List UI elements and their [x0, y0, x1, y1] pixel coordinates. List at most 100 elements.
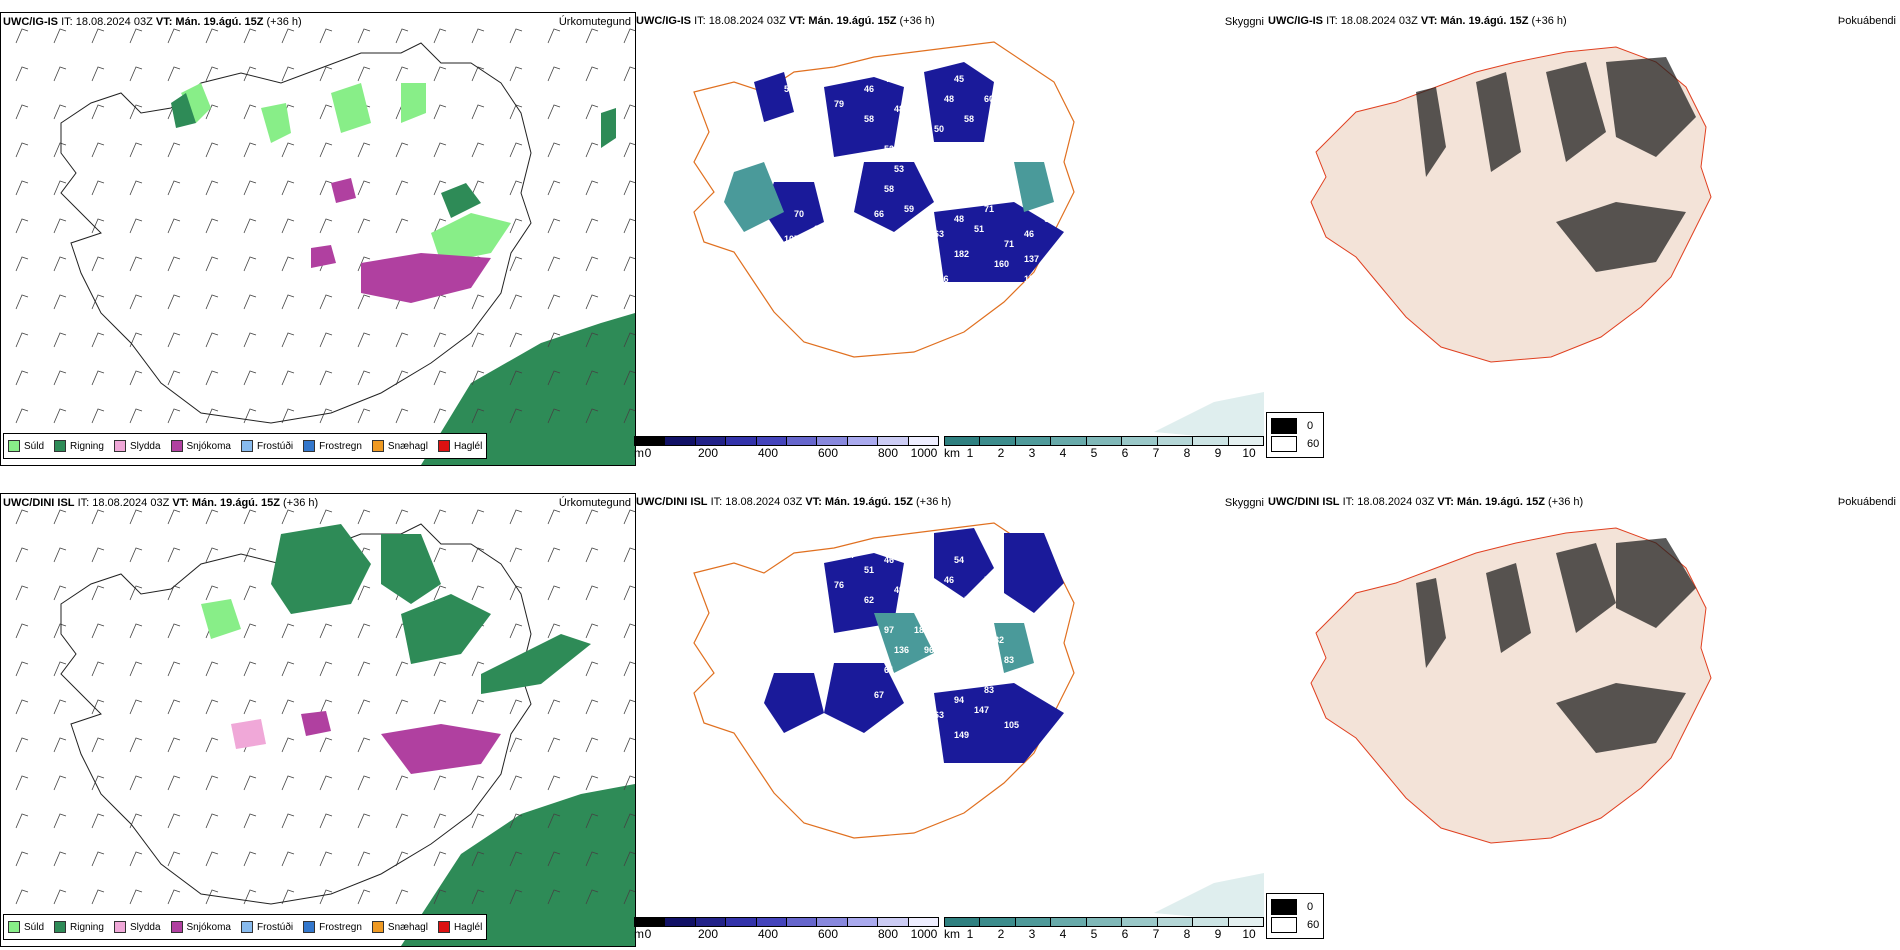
wind-barb — [471, 180, 485, 196]
wind-barb — [509, 699, 523, 715]
panel-header: UWC/DINI ISL IT: 18.08.2024 03Z VT: Mán.… — [636, 496, 952, 508]
wind-barb — [395, 218, 409, 234]
wind-barb — [547, 66, 561, 82]
vis-blobs-top — [724, 62, 1064, 282]
wind-barb — [53, 509, 67, 525]
wind-barb — [585, 408, 599, 424]
visibility-value-label: 46 — [944, 575, 954, 585]
wind-barb — [357, 180, 371, 196]
wind-barb — [167, 737, 181, 753]
wind-barb — [205, 737, 219, 753]
wind-barb — [319, 104, 333, 120]
wind-barb — [15, 28, 29, 44]
wind-barb — [471, 585, 485, 601]
wind-barb — [167, 699, 181, 715]
visibility-value-label: 48 — [944, 94, 954, 104]
wind-barb — [623, 889, 635, 905]
wind-barb — [205, 889, 219, 905]
wind-barb — [243, 408, 257, 424]
wind-barb — [623, 370, 635, 386]
wind-barb — [357, 813, 371, 829]
fog-panel-top: UWC/IG-IS IT: 18.08.2024 03Z VT: Mán. 19… — [1266, 12, 1900, 464]
wind-barb — [129, 699, 143, 715]
wind-barb — [53, 256, 67, 272]
wind-barb — [167, 218, 181, 234]
wind-barb — [243, 699, 257, 715]
panel-header: UWC/IG-IS IT: 18.08.2024 03Z VT: Mán. 19… — [1268, 15, 1567, 27]
wind-barb — [129, 737, 143, 753]
wind-barb — [433, 104, 447, 120]
wind-barb — [167, 661, 181, 677]
wind-barb — [585, 623, 599, 639]
wind-barb — [281, 813, 295, 829]
wind-barb — [281, 699, 295, 715]
visibility-value-label: 45 — [954, 74, 964, 84]
wind-barb — [357, 256, 371, 272]
wind-barb — [243, 332, 257, 348]
visibility-map-bottom: 57 33 54 51 46 76 62 49 54 59 46 58 40 97 189 136 96 61 67… — [693, 522, 1264, 923]
precip-map-top — [15, 28, 635, 465]
wind-barb — [433, 775, 447, 791]
precip-map-bottom — [15, 509, 635, 946]
wind-barb — [395, 370, 409, 386]
wind-barb — [395, 661, 409, 677]
visibility-colorbar: km 1 2 3 4 5 6 7 8 9 10 — [944, 917, 1264, 941]
wind-barb — [243, 547, 257, 563]
wind-barb — [395, 142, 409, 158]
wind-barb — [547, 623, 561, 639]
wind-barb — [281, 509, 295, 525]
wind-barb — [205, 585, 219, 601]
wind-barb — [585, 142, 599, 158]
visibility-value-label: 76 — [1004, 174, 1014, 184]
iceland-outline — [60, 42, 532, 424]
precip-type-panel-bottom: UWC/DINI ISL IT: 18.08.2024 03Z VT: Mán.… — [0, 493, 636, 947]
wind-barb — [129, 28, 143, 44]
precip-legend: Súld Rigning Slydda Snjókoma Frostúði Fr… — [3, 433, 488, 459]
wind-barb — [281, 623, 295, 639]
wind-barb — [205, 813, 219, 829]
wind-barb — [395, 851, 409, 867]
wind-barb — [623, 294, 635, 310]
wind-barb — [15, 408, 29, 424]
visibility-colorbar: km 1 2 3 4 5 6 7 8 9 10 — [944, 436, 1264, 460]
wind-barb — [319, 332, 333, 348]
fog-dark-areas — [1416, 57, 1696, 272]
wind-barb — [53, 332, 67, 348]
wind-barb — [53, 699, 67, 715]
wind-barb — [167, 775, 181, 791]
visibility-value-label: 48 — [894, 104, 904, 114]
visibility-value-label: 182 — [954, 249, 969, 259]
legend-item: Frostúði — [240, 440, 293, 452]
wind-barb — [357, 408, 371, 424]
wind-barb — [547, 699, 561, 715]
wind-barb — [91, 775, 105, 791]
wind-barb — [129, 370, 143, 386]
wind-barb — [129, 142, 143, 158]
wind-barb — [357, 661, 371, 677]
wind-barb — [623, 180, 635, 196]
wind-barb — [585, 28, 599, 44]
legend-item: Frostregn — [303, 440, 362, 452]
wind-barb — [433, 547, 447, 563]
wind-barb — [205, 256, 219, 272]
panel-header: UWC/IG-IS IT: 18.08.2024 03Z VT: Mán. 19… — [636, 15, 935, 27]
height-colorbar: m 0 200 400 600 800 1000 — [634, 436, 939, 460]
visibility-panel-bottom: 57 33 54 51 46 76 62 49 54 59 46 58 40 97 189 136 96 61 67… — [634, 493, 1266, 945]
wind-barb — [167, 889, 181, 905]
wind-barb — [623, 66, 635, 82]
wind-barb — [357, 585, 371, 601]
precip-blobs-bottom — [201, 524, 591, 774]
wind-barb — [243, 623, 257, 639]
wind-barb — [243, 585, 257, 601]
wind-barb — [91, 180, 105, 196]
wind-barb — [547, 889, 561, 905]
fog-dark-areas — [1416, 538, 1696, 753]
wind-barb — [585, 737, 599, 753]
legend-item: Snjókoma — [170, 440, 231, 452]
wind-barb — [623, 775, 635, 791]
visibility-value-label: 58 — [884, 184, 894, 194]
wind-barb — [91, 813, 105, 829]
wind-barb — [91, 737, 105, 753]
wind-barb — [91, 851, 105, 867]
wind-barb — [243, 370, 257, 386]
